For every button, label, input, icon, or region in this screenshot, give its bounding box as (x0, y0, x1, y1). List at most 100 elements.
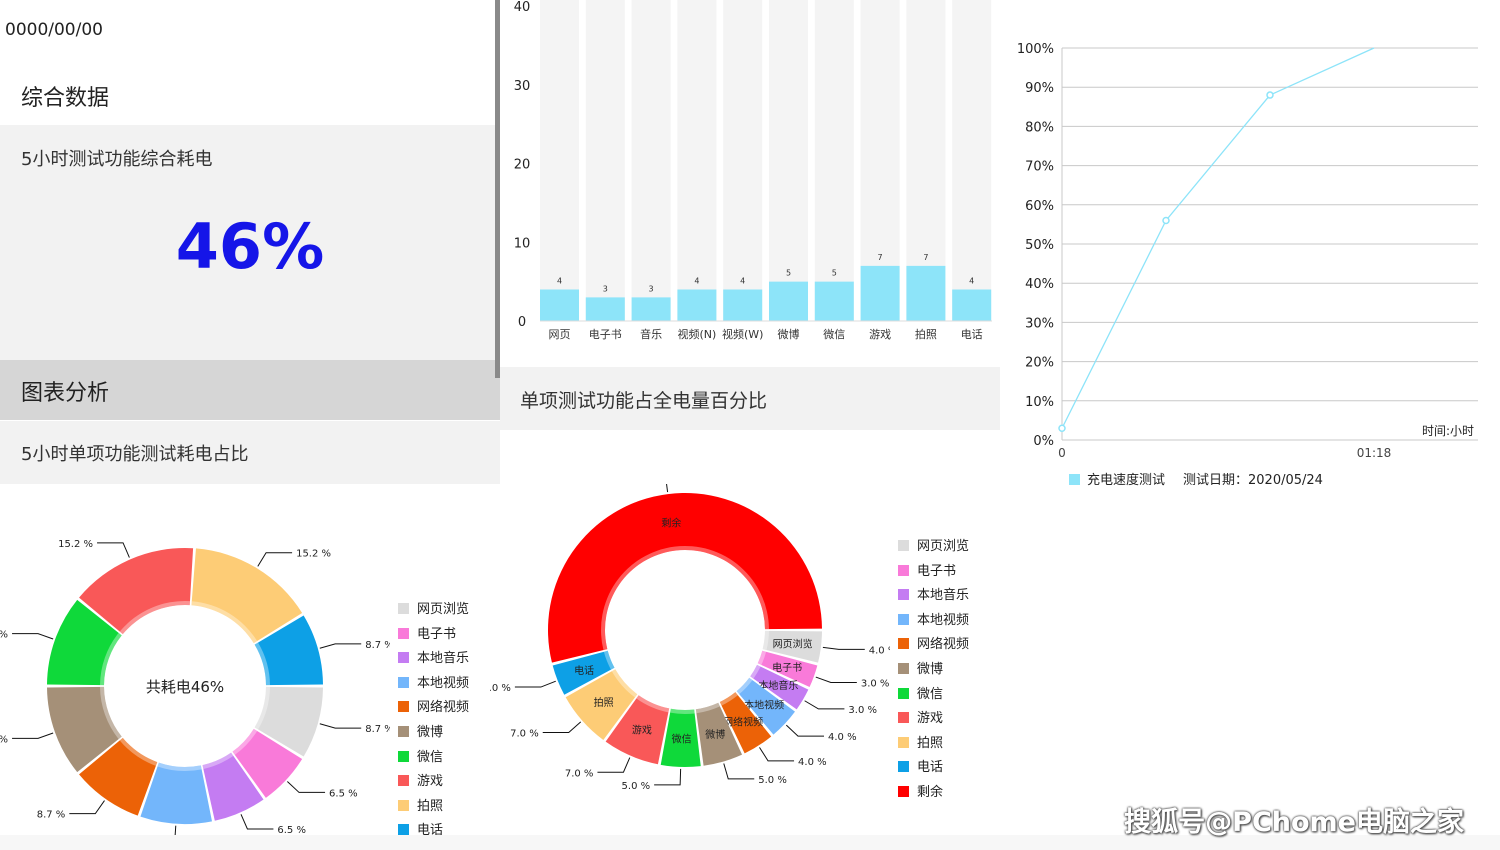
legend-item[interactable]: 本地音乐 (398, 647, 470, 667)
donut-value-label: 6.5 % (329, 788, 358, 799)
bottom-strip (0, 835, 1500, 850)
donut-value-label: 8.7 % (365, 640, 390, 651)
legend-item[interactable]: 网络视频 (898, 633, 970, 653)
legend-label: 拍照 (917, 735, 944, 751)
summary-card (0, 125, 500, 360)
line-chart: 0% 10% 20% 30% 40% 50% 60% 70% 80% 90% 100% 0 01:18 时… (1017, 42, 1478, 488)
bar-value-label: 4 (740, 277, 745, 286)
legend-label: 微信 (417, 749, 444, 765)
donut-value-label: 10.9 % (0, 734, 8, 745)
bar-background (769, 0, 808, 321)
legend-item[interactable]: 电话 (398, 819, 444, 839)
legend-swatch (898, 613, 909, 625)
single-item-band-text: 5小时单项功能测试耗电占比 (21, 444, 249, 465)
legend-item[interactable]: 本地视频 (898, 609, 969, 628)
donut-center-label: 共耗电46% (146, 678, 224, 696)
donut-slice (47, 686, 122, 773)
donut-slice (695, 702, 743, 766)
chart-analysis-band[interactable] (0, 360, 500, 420)
donut-slice (191, 548, 303, 644)
donut-value-label: 3.0 % (848, 705, 877, 716)
legend-item[interactable]: 拍照 (898, 732, 944, 751)
donut-slice (757, 650, 818, 688)
donut-label-leader (514, 680, 556, 688)
donut-slice-label: 电话 (574, 664, 594, 677)
legend-swatch (898, 638, 909, 650)
donut-value-label: 15.2 % (58, 539, 93, 550)
legend-item[interactable]: 本地音乐 (898, 584, 969, 603)
legend-label: 电子书 (417, 626, 457, 642)
legend-item[interactable]: 电话 (898, 756, 943, 775)
bar-category-label: 音乐 (640, 327, 662, 341)
donut2-legend: 网页浏览电子书本地音乐本地视频网络视频微博微信游戏拍照电话剩余 (898, 535, 998, 805)
bar-category-label: 视频(W) (722, 327, 763, 341)
bar-value-label: 4 (694, 277, 699, 286)
legend-item[interactable]: 剩余 (898, 781, 943, 800)
donut-slice-label: 电子书 (772, 661, 802, 674)
line-y-tick: 80% (1025, 120, 1054, 135)
donut-value-label: 6.5 % (277, 825, 306, 835)
legend-item[interactable]: 微信 (398, 746, 444, 765)
donut-label-leader (759, 747, 795, 762)
legend-item[interactable]: 本地视频 (398, 672, 469, 691)
legend-swatch (898, 786, 909, 797)
legend-swatch (898, 687, 909, 699)
legend-label: 电话 (417, 823, 444, 839)
donut-value-label: 4.0 % (869, 645, 890, 656)
donut-label-leader (804, 700, 845, 710)
legend-label: 网络视频 (917, 637, 970, 653)
bar-value-label: 3 (649, 284, 654, 293)
legend-swatch (898, 761, 909, 773)
donut-slice-inner-rim (100, 632, 122, 686)
legend-item[interactable]: 微博 (398, 721, 443, 740)
bar-category-label: 微博 (778, 327, 800, 341)
donut-slice-inner-rim (636, 695, 670, 713)
donut-slice-inner-rim (762, 630, 769, 651)
line-y-tick: 70% (1025, 160, 1054, 175)
legend-swatch (898, 540, 909, 551)
bar-value-label: 5 (832, 269, 837, 278)
legend-item[interactable]: 游戏 (898, 707, 944, 727)
donut-slice-inner-rim (757, 650, 767, 665)
bar (723, 289, 763, 321)
line-y-tick: 90% (1025, 81, 1054, 96)
donut-label-leader (257, 552, 293, 567)
bar (952, 289, 992, 321)
donut-slice-inner-rim (611, 669, 638, 698)
legend-item[interactable]: 微博 (898, 658, 943, 677)
donut-label-leader (319, 643, 362, 649)
donut-slice (565, 669, 638, 740)
donut1-legend: 网页浏览电子书本地音乐本地视频网络视频微博微信游戏拍照电话 (398, 598, 498, 838)
legend-item[interactable]: 游戏 (398, 770, 443, 789)
legend-label: 游戏 (917, 711, 944, 727)
line-x-unit-label: 时间:小时 (1422, 424, 1474, 438)
legend-label: 拍照 (417, 798, 444, 814)
legend-item[interactable]: 电子书 (898, 560, 956, 579)
donut-label-leader (97, 542, 130, 558)
bar-background (540, 0, 579, 321)
legend-swatch (898, 564, 909, 576)
legend-item[interactable]: 网页浏览 (898, 535, 969, 554)
donut-slice-inner-rim (119, 737, 158, 766)
bar (677, 289, 717, 321)
legend-item[interactable]: 网络视频 (398, 696, 469, 715)
bar-category-label: 电话 (961, 328, 983, 341)
donut-label-leader (597, 757, 631, 773)
legend-label: 本地音乐 (417, 651, 470, 667)
bar (540, 289, 579, 321)
scrollbar-thumb[interactable] (495, 0, 500, 378)
legend-item[interactable]: 电子书 (398, 623, 457, 642)
bar-background (952, 0, 992, 321)
legend-item[interactable]: 网页浏览 (398, 598, 469, 617)
bar-y-tick: 40 (514, 0, 531, 15)
legend-item[interactable]: 拍照 (398, 795, 444, 814)
donut-value-label: 4.0 % (798, 757, 827, 768)
line-y-tick: 10% (1025, 395, 1054, 410)
legend-item[interactable]: 微信 (898, 683, 943, 702)
bar (769, 281, 808, 321)
donut-slice-inner-rim (191, 601, 258, 644)
line-legend-date: 测试日期：2020/05/24 (1183, 473, 1323, 488)
bar-y-tick: 20 (514, 158, 531, 173)
donut-slice (660, 708, 701, 767)
donut-value-label: 5.0 % (622, 781, 651, 792)
